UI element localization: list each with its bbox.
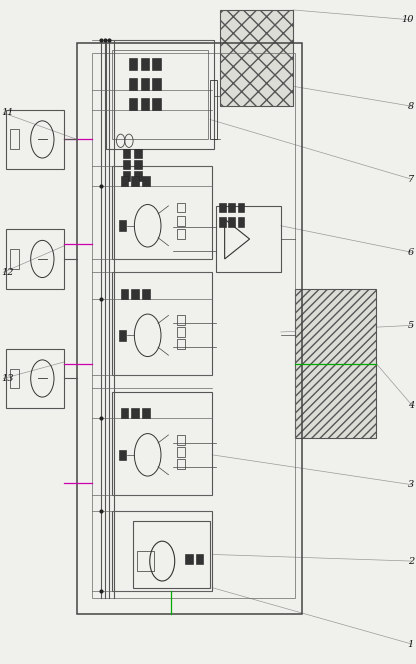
Bar	[6, 110, 64, 169]
Bar	[106, 40, 214, 149]
Bar	[152, 78, 161, 90]
Bar	[134, 171, 142, 181]
Bar	[196, 554, 203, 564]
Bar	[219, 203, 226, 212]
Bar	[123, 171, 130, 181]
Bar	[134, 149, 142, 158]
Text: 13: 13	[1, 374, 13, 383]
Bar	[112, 511, 212, 591]
Text: 6: 6	[408, 248, 414, 257]
Bar	[92, 53, 295, 598]
Bar	[112, 272, 212, 375]
Bar	[228, 217, 235, 227]
Bar	[185, 554, 193, 564]
Bar	[220, 10, 293, 106]
Bar	[121, 408, 128, 418]
Text: 4: 4	[408, 400, 414, 410]
Bar	[131, 408, 139, 418]
Text: 2: 2	[408, 556, 414, 566]
Bar	[177, 327, 185, 337]
Bar	[216, 206, 281, 272]
Bar	[129, 58, 137, 70]
Bar	[177, 229, 185, 239]
Bar	[177, 459, 185, 469]
Bar	[152, 58, 161, 70]
Text: 12: 12	[1, 268, 13, 277]
Text: 7: 7	[408, 175, 414, 184]
Bar	[228, 203, 235, 212]
Text: 8: 8	[408, 102, 414, 111]
Bar	[177, 435, 185, 445]
Bar	[131, 176, 139, 186]
Bar	[131, 289, 139, 299]
Text: 3: 3	[408, 480, 414, 489]
Text: 1: 1	[408, 639, 414, 649]
Bar	[112, 392, 212, 495]
Bar	[210, 80, 217, 139]
Text: 10: 10	[401, 15, 414, 25]
Bar	[141, 98, 149, 110]
Bar	[129, 98, 137, 110]
Bar	[238, 203, 244, 212]
Bar	[295, 289, 376, 438]
Bar	[77, 43, 302, 614]
Text: 11: 11	[1, 108, 13, 118]
Bar	[137, 551, 154, 571]
Bar	[133, 521, 210, 588]
Bar	[177, 315, 185, 325]
Bar	[134, 160, 142, 169]
Bar	[112, 50, 208, 139]
Bar	[177, 447, 185, 457]
Text: 5: 5	[408, 321, 414, 330]
Bar	[238, 217, 244, 227]
Bar	[10, 249, 19, 269]
Bar	[6, 349, 64, 408]
Bar	[119, 330, 126, 341]
Bar	[141, 58, 149, 70]
Bar	[141, 78, 149, 90]
Bar	[177, 339, 185, 349]
Bar	[121, 289, 128, 299]
Bar	[10, 129, 19, 149]
Bar	[129, 78, 137, 90]
Bar	[219, 217, 226, 227]
Bar	[121, 176, 128, 186]
Bar	[142, 289, 150, 299]
Bar	[142, 408, 150, 418]
Bar	[112, 166, 212, 259]
Bar	[6, 229, 64, 289]
Bar	[177, 203, 185, 212]
Bar	[10, 369, 19, 388]
Bar	[123, 160, 130, 169]
Bar	[123, 149, 130, 158]
Bar	[142, 176, 150, 186]
Bar	[119, 450, 126, 460]
Bar	[177, 216, 185, 226]
Bar	[119, 220, 126, 231]
Bar	[152, 98, 161, 110]
